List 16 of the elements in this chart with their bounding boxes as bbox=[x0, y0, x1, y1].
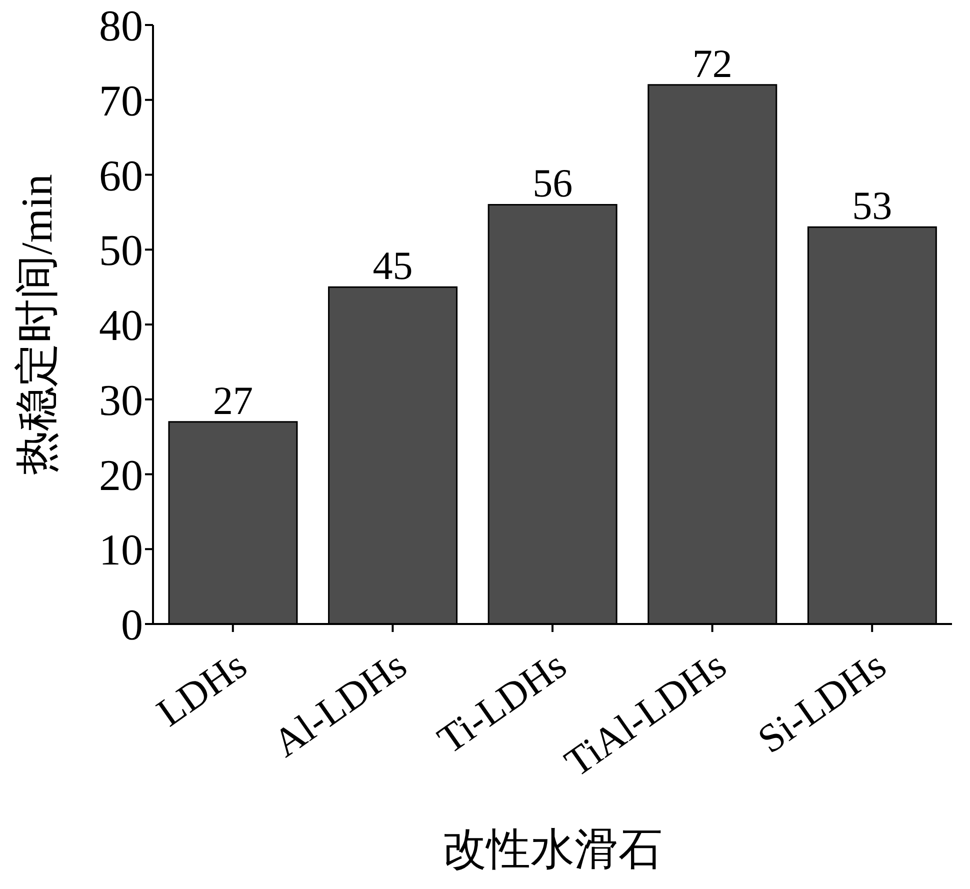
data-label: 56 bbox=[532, 160, 573, 206]
x-axis-title: 改性水滑石 bbox=[442, 825, 662, 874]
data-label: 53 bbox=[852, 183, 892, 228]
y-tick-label: 50 bbox=[99, 226, 143, 276]
y-axis-title: 热稳定时间/min bbox=[12, 174, 62, 475]
y-tick-label: 60 bbox=[99, 151, 143, 200]
y-tick-label: 0 bbox=[121, 600, 143, 650]
y-tick-label: 70 bbox=[99, 76, 143, 126]
y-tick-label: 20 bbox=[99, 450, 143, 500]
y-tick-label: 40 bbox=[99, 301, 143, 350]
data-label: 27 bbox=[212, 378, 253, 423]
y-tick-label: 10 bbox=[99, 526, 143, 575]
data-label: 72 bbox=[692, 40, 732, 86]
y-tick-label: 30 bbox=[99, 376, 143, 425]
data-label: 45 bbox=[372, 243, 413, 288]
y-tick-label: 80 bbox=[99, 2, 143, 51]
